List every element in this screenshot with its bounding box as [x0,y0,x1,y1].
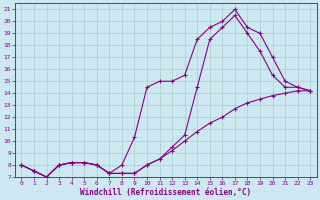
X-axis label: Windchill (Refroidissement éolien,°C): Windchill (Refroidissement éolien,°C) [80,188,252,197]
